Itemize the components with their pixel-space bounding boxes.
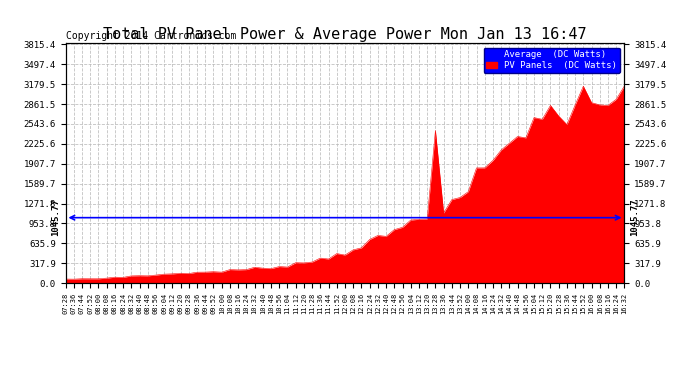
- Text: 1045.77: 1045.77: [51, 199, 60, 237]
- Title: Total PV Panel Power & Average Power Mon Jan 13 16:47: Total PV Panel Power & Average Power Mon…: [104, 27, 586, 42]
- Legend: Average  (DC Watts), PV Panels  (DC Watts): Average (DC Watts), PV Panels (DC Watts): [484, 48, 620, 73]
- Text: Copyright 2014 Cartronics.com: Copyright 2014 Cartronics.com: [66, 31, 236, 41]
- Text: 1045.77: 1045.77: [630, 199, 639, 237]
